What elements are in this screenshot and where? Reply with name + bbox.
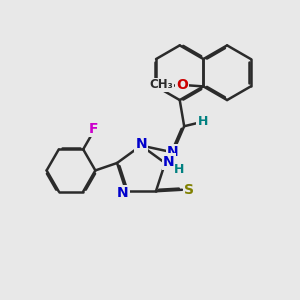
Text: H: H [174, 163, 184, 176]
Text: N: N [117, 186, 128, 200]
Text: F: F [89, 122, 98, 136]
Text: N: N [167, 146, 179, 159]
Text: S: S [184, 183, 194, 197]
Text: N: N [163, 154, 175, 169]
Text: H: H [197, 115, 208, 128]
Text: CH₃: CH₃ [149, 78, 173, 92]
Text: N: N [135, 137, 147, 151]
Text: O: O [176, 78, 188, 92]
